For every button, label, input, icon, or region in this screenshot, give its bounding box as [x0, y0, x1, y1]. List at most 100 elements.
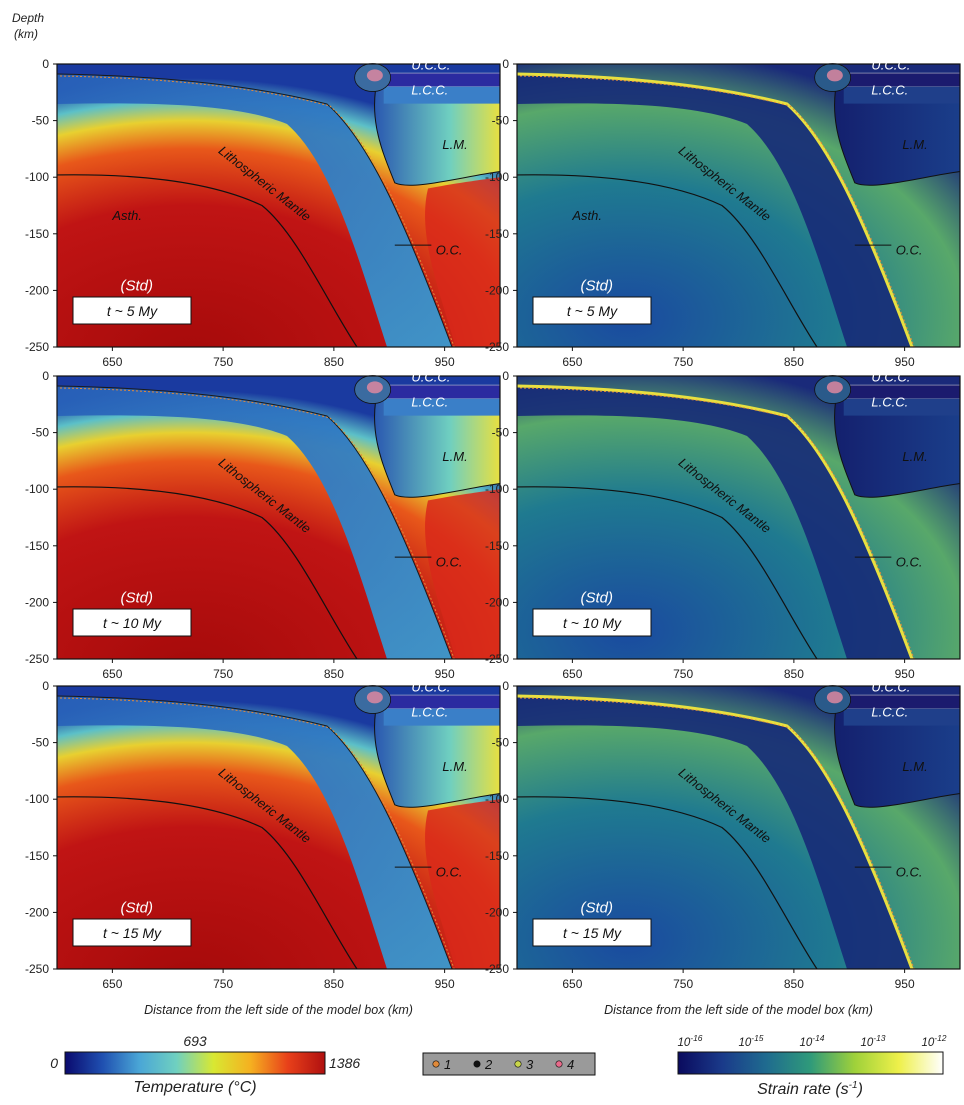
marker-1-swatch: [432, 1060, 440, 1068]
label-lm: L.M.: [442, 759, 467, 774]
temperature-min: 0: [50, 1055, 58, 1071]
lithospheric-mantle-band: [517, 74, 912, 347]
x-tick-label: 650: [102, 355, 122, 369]
marker-1-label: 1: [444, 1057, 451, 1072]
y-tick-label: -50: [32, 426, 50, 440]
panel-frame: [56, 685, 501, 970]
label-ucc: U.C.C.: [411, 58, 450, 73]
x-tick-label: 750: [673, 977, 693, 991]
lcc-layer: [383, 398, 500, 416]
label-lm: L.M.: [442, 449, 467, 464]
label-asth: Asth.: [571, 208, 602, 223]
x-tick-label: 850: [324, 355, 344, 369]
y-tick-label: -250: [25, 962, 49, 976]
lithospheric-mantle-band: [517, 386, 912, 659]
lcc-layer: [383, 708, 500, 726]
oceanic-crust-markers: [519, 387, 916, 662]
lithospheric-mantle-band: [57, 696, 452, 969]
slab-top-line: [56, 695, 453, 970]
label-oc: O.C.: [896, 865, 923, 880]
time-label: t ~ 15 My: [563, 925, 622, 941]
asthenosphere-boundary: [516, 174, 818, 348]
time-box: [532, 296, 652, 325]
mantle-wedge-hot: [425, 799, 500, 969]
x-tick-label: 850: [784, 667, 804, 681]
y-tick-label: -100: [25, 482, 49, 496]
marker-2-label: 2: [484, 1057, 493, 1072]
label-oc: O.C.: [896, 243, 923, 258]
x-tick-label: 750: [213, 977, 233, 991]
label-lcc: L.C.C.: [871, 83, 908, 98]
panel-3: 0 -50 -100 -150 -200 -250 650 750 850 950 U.C.C. L.…: [25, 369, 501, 681]
oceanic-crust-markers: [59, 387, 456, 662]
y-tick-label: -100: [25, 792, 49, 806]
y-tick-label: -250: [25, 340, 49, 354]
panel-frame: [516, 63, 961, 348]
lcc-layer: [843, 708, 960, 726]
label-ucc: U.C.C.: [411, 680, 450, 695]
strain-tick-label: 10-14: [799, 1033, 824, 1049]
y-tick-label: 0: [502, 679, 509, 693]
asthenosphere-boundary: [56, 796, 358, 970]
y-tick-label: -50: [32, 736, 50, 750]
time-label: t ~ 10 My: [103, 615, 162, 631]
label-lm: L.M.: [902, 449, 927, 464]
lithospheric-mantle-band: [517, 696, 912, 969]
panel-frame: [56, 375, 501, 660]
slab-top-line: [516, 694, 914, 970]
oceanic-crust-markers: [59, 697, 456, 972]
prism-markers: [366, 381, 383, 394]
label-lcc: L.C.C.: [411, 83, 448, 98]
panel-frame: [56, 63, 501, 348]
panel-4: 0 -50 -100 -150 -200 -250 650 750 850 950 U.C.C. L.…: [485, 369, 961, 681]
y-tick-label: -200: [485, 595, 509, 609]
prism-markers: [826, 381, 843, 394]
time-label: t ~ 10 My: [563, 615, 622, 631]
prism-markers: [826, 69, 843, 82]
asthenosphere-boundary: [516, 796, 818, 970]
asthenosphere-boundary: [56, 486, 358, 660]
x-tick-label: 750: [213, 667, 233, 681]
y-tick-label: 0: [502, 369, 509, 383]
label-lm: L.M.: [902, 137, 927, 152]
temperature-colorbar: [64, 1051, 326, 1075]
label-ucc: U.C.C.: [871, 370, 910, 385]
panel-1: 0 -50 -100 -150 -200 -250 650 750 850 950 U.C.C. L.…: [25, 57, 501, 369]
strain-title: Strain rate (s-1): [757, 1080, 863, 1098]
y-tick-label: -150: [485, 539, 509, 553]
label-std: (Std): [120, 277, 153, 294]
label-std: (Std): [120, 899, 153, 916]
y-tick-label: -100: [485, 482, 509, 496]
x-tick-label: 950: [895, 355, 915, 369]
label-lcc: L.C.C.: [871, 395, 908, 410]
label-std: (Std): [580, 589, 613, 606]
y-tick-label: -200: [485, 283, 509, 297]
label-std: (Std): [580, 277, 613, 294]
slab-top-line: [516, 72, 914, 348]
label-std: (Std): [120, 589, 153, 606]
y-tick-label: -200: [25, 283, 49, 297]
y-tick-label: -100: [485, 170, 509, 184]
y-tick-label: 0: [42, 369, 49, 383]
label-oc: O.C.: [436, 555, 463, 570]
label-ucc: U.C.C.: [871, 680, 910, 695]
time-box: [532, 608, 652, 637]
panel-5: 0 -50 -100 -150 -200 -250 650 750 850 950 U.C.C. L.…: [25, 679, 501, 991]
y-tick-label: -150: [25, 849, 49, 863]
y-tick-label: -250: [25, 652, 49, 666]
label-lm: L.M.: [442, 137, 467, 152]
y-tick-label: -200: [25, 905, 49, 919]
lcc-layer: [383, 86, 500, 104]
label-std: (Std): [580, 899, 613, 916]
y-tick-label: -50: [492, 114, 510, 128]
prism-markers: [366, 691, 383, 704]
label-ucc: U.C.C.: [411, 370, 450, 385]
marker-2-swatch: [473, 1060, 481, 1068]
x-tick-label: 850: [784, 977, 804, 991]
oceanic-crust-markers: [59, 75, 456, 350]
label-asth: Asth.: [111, 208, 142, 223]
slab-top-line: [56, 73, 453, 348]
temperature-mid: 693: [183, 1033, 207, 1049]
